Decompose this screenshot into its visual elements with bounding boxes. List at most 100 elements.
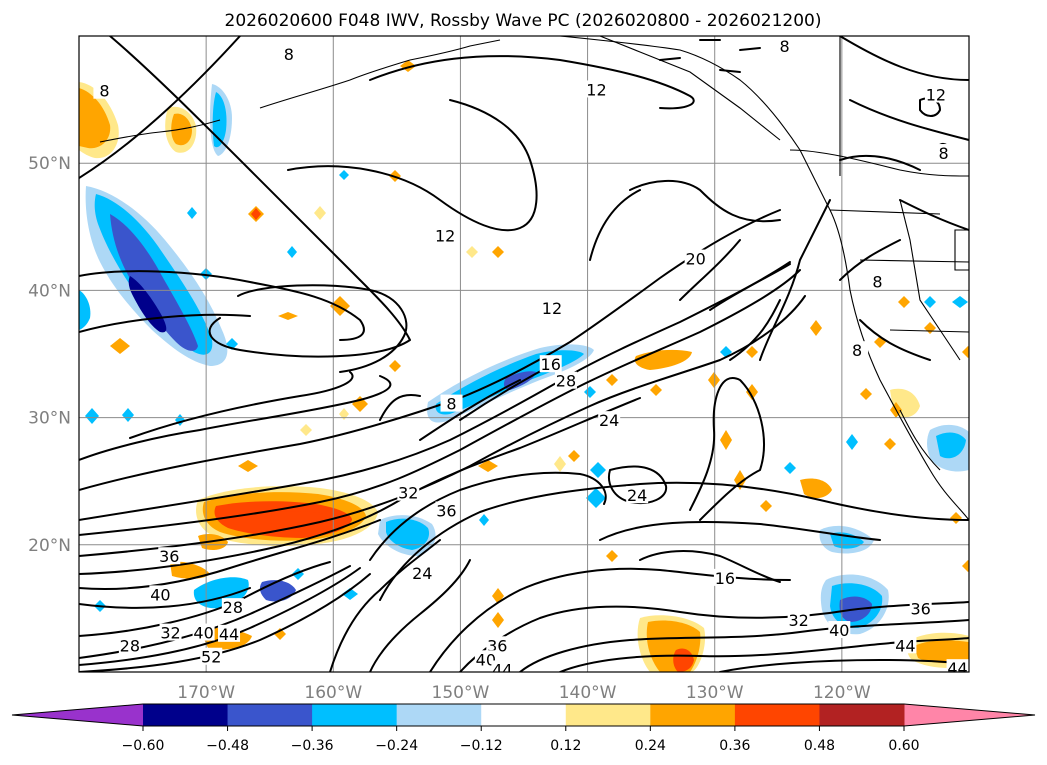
- contour-label-bg: [894, 636, 917, 654]
- contour-label-bg: [909, 599, 932, 617]
- contour-label-bg: [411, 563, 434, 581]
- contour-label-bg: [946, 659, 969, 672]
- contour-label-bg: [585, 80, 608, 98]
- contour-label-bg: [713, 568, 736, 586]
- lon-tick-label: 150°W: [432, 683, 490, 703]
- contour-label: 36: [159, 547, 179, 566]
- contour-label-bg: [200, 647, 223, 665]
- map-area: 8 8 8 8 8 8 8 12 12 12 12 16 16 20 24 24 24 28 28 28 32 32 32 3…: [79, 36, 969, 679]
- gridlines: [79, 36, 969, 672]
- contour-label-bg: [626, 486, 649, 504]
- contour-label-bg: [491, 660, 514, 672]
- coastlines: [99, 36, 969, 521]
- contour-label: 8: [872, 272, 882, 291]
- lat-tick-label: 30°N: [28, 409, 71, 429]
- contour-label: 40: [150, 585, 170, 604]
- colorbar-segment: [143, 704, 229, 726]
- contour-label-bg: [684, 249, 707, 267]
- contour-label-bg: [539, 355, 562, 373]
- colorbar-segment: [312, 704, 398, 726]
- contour-label-bg: [787, 610, 810, 628]
- pc-shading: [79, 60, 969, 672]
- contour-label: 36: [436, 501, 456, 520]
- contour-label-bg: [397, 483, 420, 501]
- contour-label: 28: [223, 598, 243, 617]
- contour-label: 16: [715, 569, 735, 588]
- colorbar-segment: [734, 704, 820, 726]
- contour-label-bg: [554, 371, 577, 389]
- contour-label: 24: [627, 486, 647, 505]
- lon-tick-label: 120°W: [813, 683, 871, 703]
- contour-label-bg: [218, 624, 241, 642]
- contour-label: 20: [685, 250, 705, 269]
- contour-label-bg: [866, 272, 889, 290]
- contour-label: 40: [476, 650, 496, 669]
- contour-label: 16: [541, 355, 561, 374]
- contour-label: 32: [160, 624, 180, 643]
- contour-labels: 8 8 8 8 8 8 8 12 12 12 12 16 16 20 24 24 24 28 28 28 32 32 32 3…: [93, 37, 969, 679]
- contour-label-bg: [474, 650, 497, 668]
- contour-label-bg: [434, 226, 457, 244]
- colorbar-tick-label: 0.48: [804, 738, 835, 754]
- contour-label: 8: [780, 37, 790, 56]
- lon-tick-label: 140°W: [559, 683, 617, 703]
- contour-label: 44: [947, 659, 967, 678]
- colorbar-tick-label: 0.24: [635, 738, 666, 754]
- contour-label: 8: [446, 395, 456, 414]
- contour-label: 44: [219, 625, 239, 644]
- contour-label-bg: [932, 144, 955, 162]
- contour-label: 8: [938, 144, 948, 163]
- contour-label: 12: [586, 80, 606, 99]
- contour-label: 32: [788, 611, 808, 630]
- lat-tick-label: 20°N: [28, 536, 71, 556]
- chart-title: 2026020600 F048 IWV, Rossby Wave PC (202…: [225, 11, 822, 31]
- contour-label: 32: [398, 484, 418, 503]
- contour-label-bg: [435, 501, 458, 519]
- contour-label: 12: [542, 299, 562, 318]
- colorbar-tick-label: 0.36: [719, 738, 750, 754]
- latitude-tick-labels: 50°N 40°N 30°N 20°N: [28, 154, 71, 556]
- map-frame: [78, 35, 970, 673]
- pc-small-cells: [85, 60, 969, 640]
- longitude-tick-labels: 170°W 160°W 150°W 140°W 130°W 120°W: [177, 683, 871, 703]
- contour-label-bg: [598, 411, 621, 429]
- contour-label-bg: [192, 623, 215, 641]
- contour-label-bg: [540, 299, 563, 317]
- lon-tick-label: 170°W: [177, 683, 235, 703]
- lat-tick-label: 50°N: [28, 154, 71, 174]
- contour-label: 12: [926, 86, 946, 105]
- contour-label: 40: [829, 621, 849, 640]
- colorbar-tick-label: −0.60: [122, 738, 165, 754]
- colorbar: −0.60 −0.48 −0.36 −0.24 −0.12 0.12 0.24 0.36 0.4…: [11, 703, 1036, 754]
- contour-label: 24: [599, 411, 619, 430]
- colorbar-extend-low: [12, 704, 143, 726]
- contour-label-bg: [93, 81, 116, 99]
- contour-label-bg: [221, 598, 244, 616]
- colorbar-tick-label: 0.12: [550, 738, 581, 754]
- lon-tick-label: 130°W: [686, 683, 744, 703]
- colorbar-tick-label: −0.48: [206, 738, 249, 754]
- contour-label: 24: [412, 564, 432, 583]
- colorbar-tick-label: −0.24: [375, 738, 418, 754]
- contour-label: 40: [193, 624, 213, 643]
- contour-label: 52: [201, 648, 221, 667]
- contour-label: 44: [492, 660, 512, 679]
- colorbar-segment: [650, 704, 736, 726]
- lon-tick-label: 160°W: [304, 683, 362, 703]
- iwv-contours: [79, 36, 969, 672]
- contour-label: 12: [435, 227, 455, 246]
- colorbar-segment: [396, 704, 482, 726]
- contour-label-bg: [828, 621, 851, 639]
- colorbar-segment: [819, 704, 905, 726]
- colorbar-extend-high: [904, 704, 1035, 726]
- contour-label-bg: [773, 37, 796, 55]
- contour-label: 28: [556, 372, 576, 391]
- contour-label: 8: [99, 82, 109, 101]
- contour-label-bg: [277, 44, 300, 62]
- contour-label-bg: [486, 636, 509, 654]
- contour-label: 28: [120, 636, 140, 655]
- contour-label-bg: [846, 341, 869, 359]
- lat-tick-label: 40°N: [28, 281, 71, 301]
- contour-label-bg: [159, 623, 182, 641]
